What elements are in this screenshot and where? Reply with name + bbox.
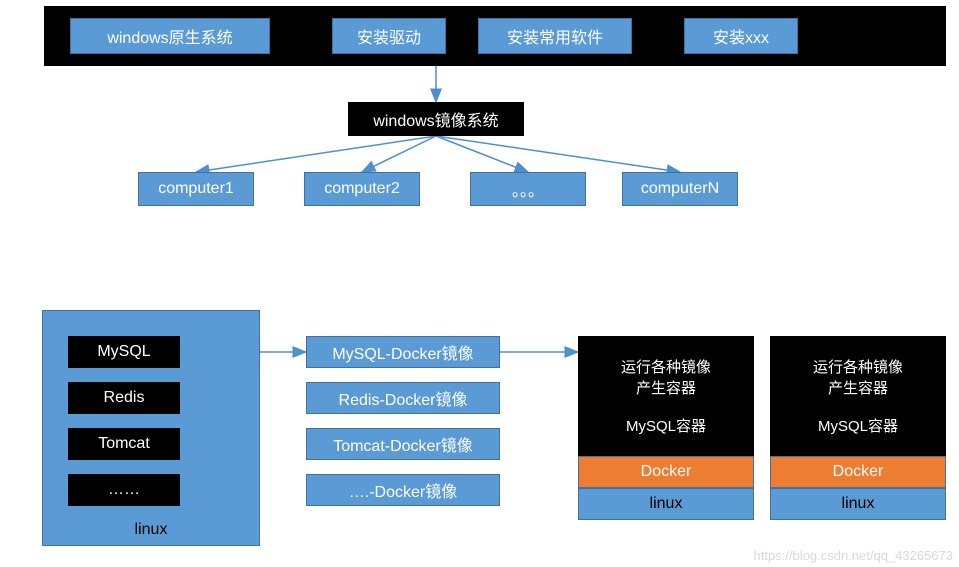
run-box-linux-1: linux [770, 488, 946, 520]
watermark-text: https://blog.csdn.net/qq_43265673 [754, 548, 954, 563]
top-bar-item-1: 安装驱动 [332, 18, 446, 54]
run-box-top-0: 运行各种镜像 产生容器 MySQL容器 [578, 336, 754, 456]
computer-node-2: 。。。 [470, 172, 586, 206]
run-box-docker-1: Docker [770, 456, 946, 488]
top-bar-item-2: 安装常用软件 [478, 18, 632, 54]
mirror-node: windows镜像系统 [348, 102, 524, 136]
linux-item-3: …… [68, 474, 180, 506]
run-box-docker-0: Docker [578, 456, 754, 488]
docker-image-3: ….-Docker镜像 [306, 474, 500, 506]
docker-image-0: MySQL-Docker镜像 [306, 336, 500, 368]
linux-item-1: Redis [68, 382, 180, 414]
docker-image-2: Tomcat-Docker镜像 [306, 428, 500, 460]
top-bar-item-0: windows原生系统 [70, 18, 270, 54]
linux-item-2: Tomcat [68, 428, 180, 460]
computer-node-1: computer2 [304, 172, 420, 206]
computer-node-3: computerN [622, 172, 738, 206]
run-box-top-1: 运行各种镜像 产生容器 MySQL容器 [770, 336, 946, 456]
linux-item-0: MySQL [68, 336, 180, 368]
run-box-linux-0: linux [578, 488, 754, 520]
top-bar-item-3: 安装xxx [684, 18, 798, 54]
computer-node-0: computer1 [138, 172, 254, 206]
docker-image-1: Redis-Docker镜像 [306, 382, 500, 414]
linux-box-label: linux [42, 518, 260, 542]
